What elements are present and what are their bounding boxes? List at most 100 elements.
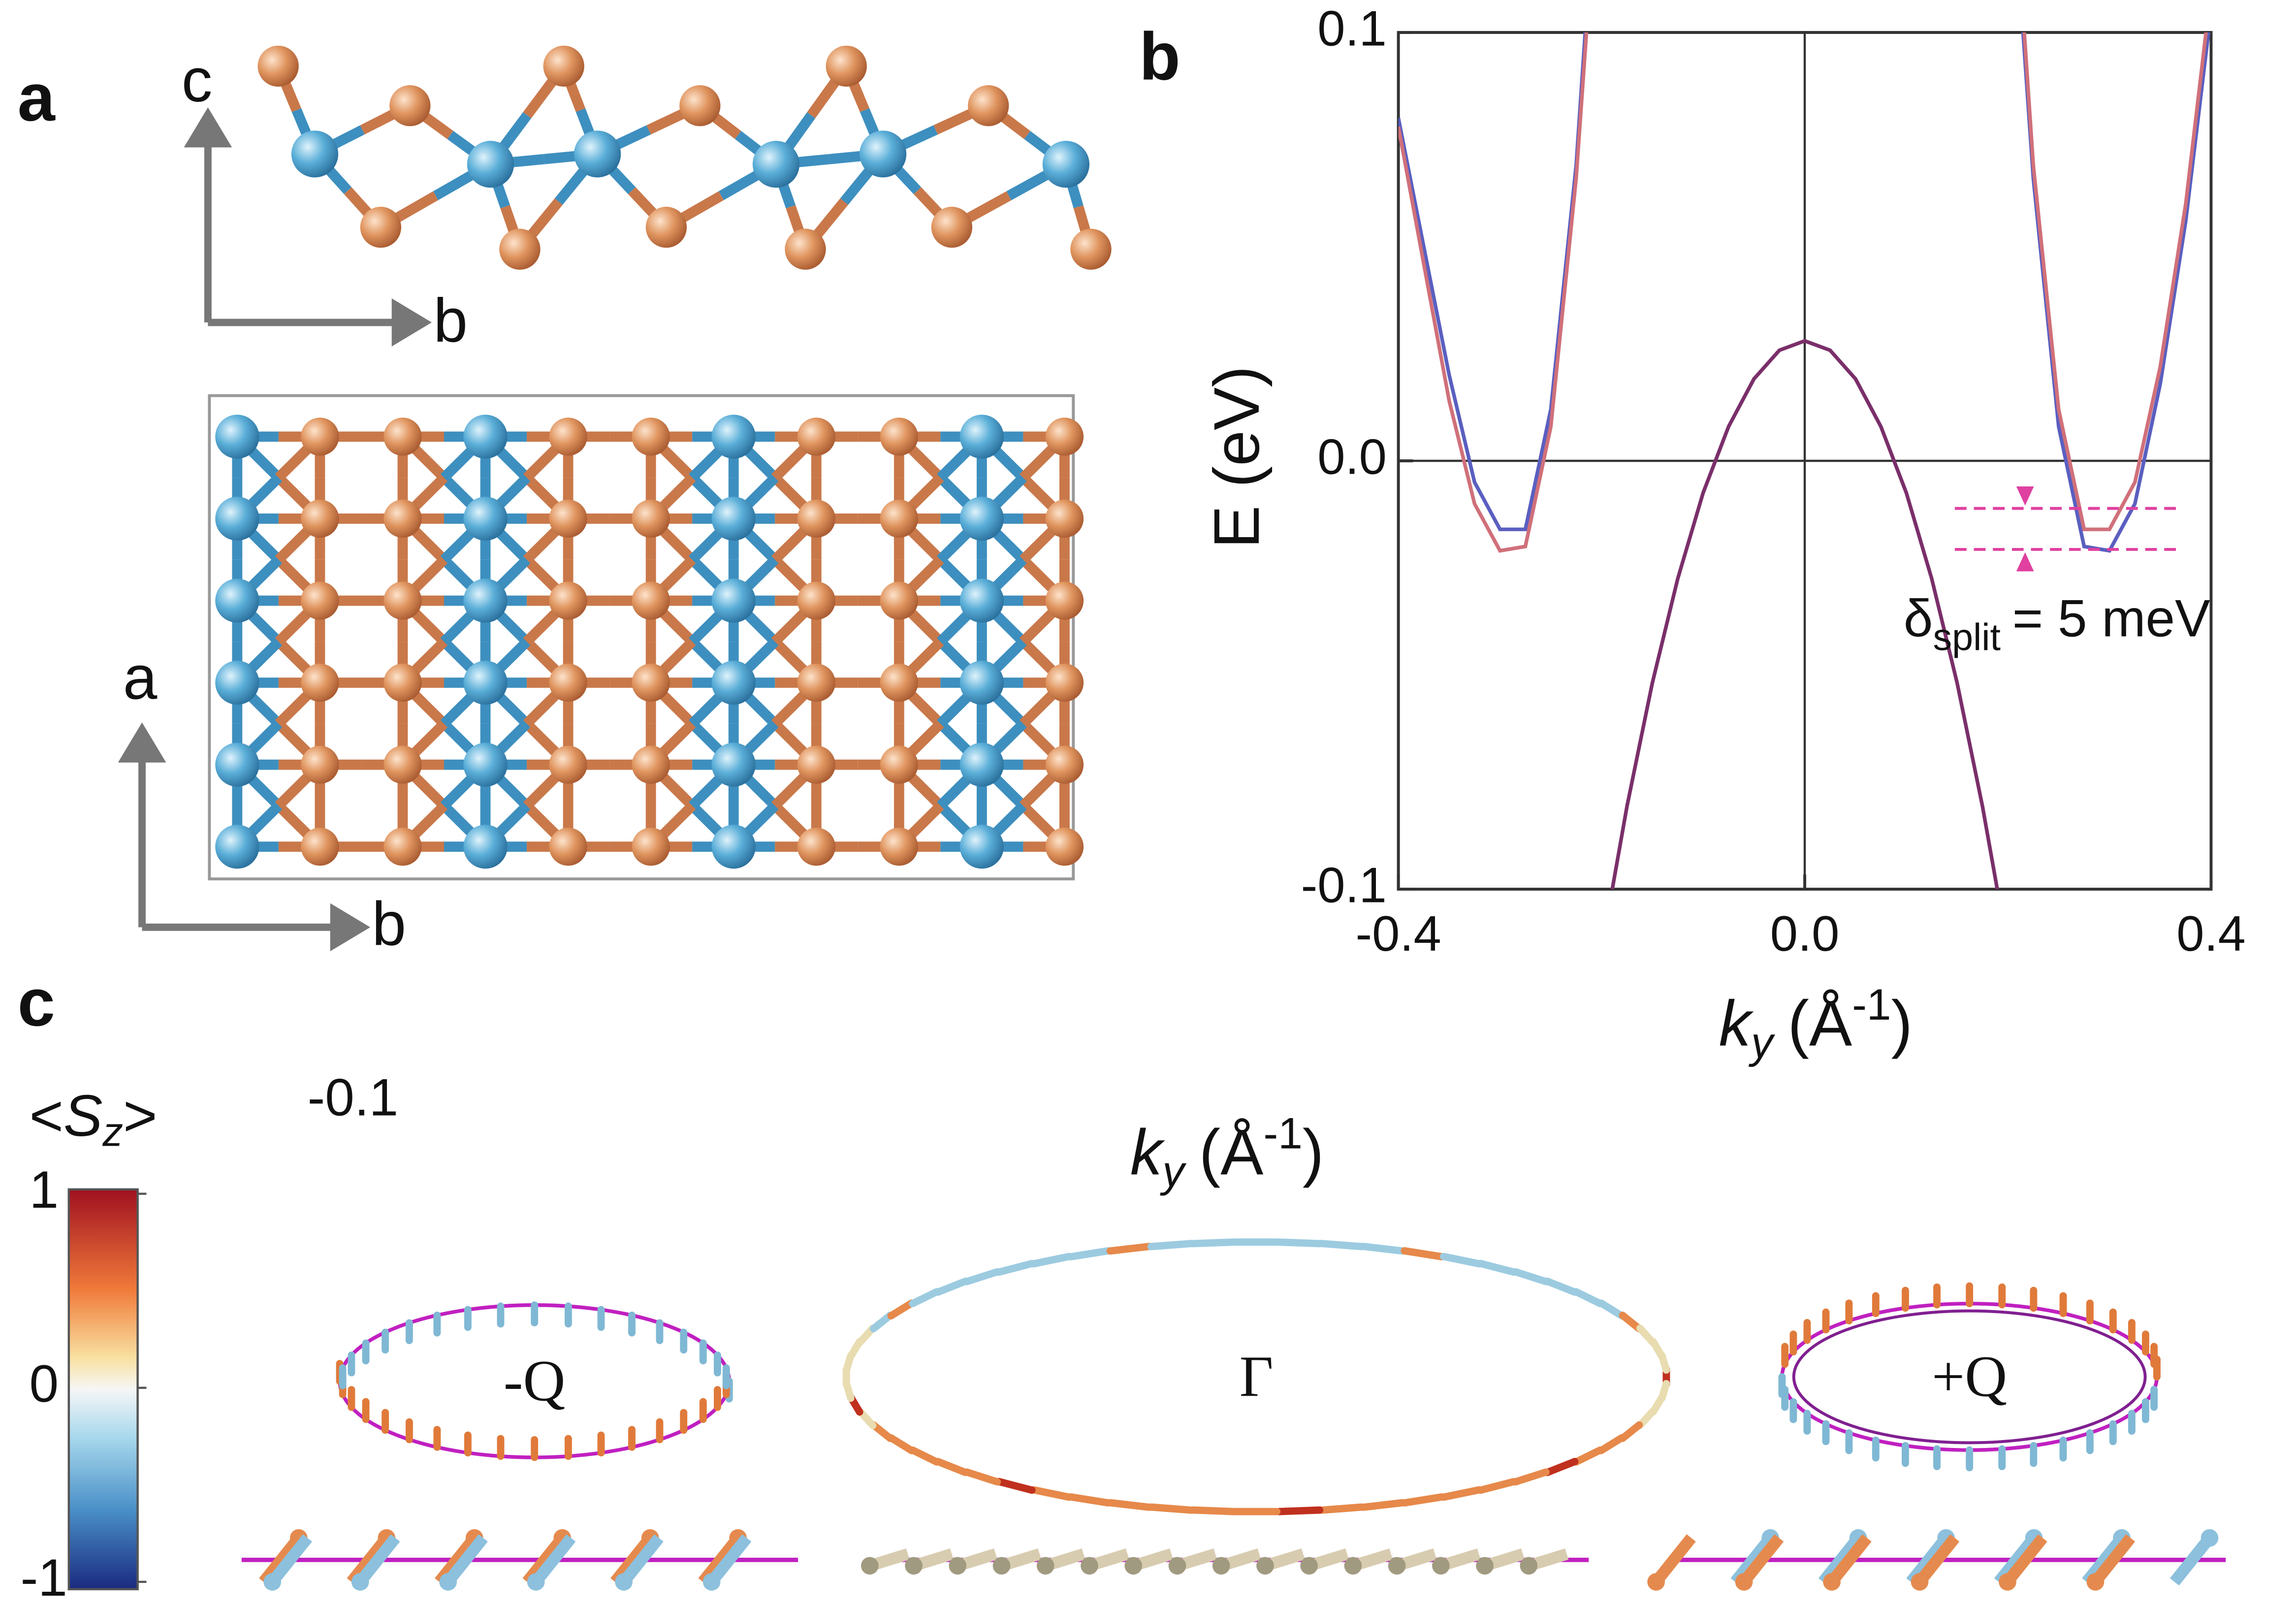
atom [499, 228, 541, 270]
atom [632, 745, 670, 784]
arrow-tip [263, 1573, 282, 1591]
atom [549, 418, 587, 456]
spin-arrow [1401, 1493, 1446, 1507]
bracket: > [123, 1083, 157, 1149]
atom [711, 742, 756, 787]
panel-label: b [1139, 19, 1180, 94]
fermi-contour [1792, 1309, 2147, 1445]
spin-arrow [1477, 1259, 1518, 1276]
arrowhead [391, 298, 432, 347]
text: = 5 meV [2012, 589, 2210, 648]
atom [543, 45, 584, 87]
x-tick-label: 0.0 [1770, 906, 1840, 962]
subscript: z [102, 1109, 123, 1155]
crystal-structure [208, 45, 1112, 881]
spin-arrow [1543, 1458, 1579, 1477]
arrowhead [184, 107, 232, 148]
pocket-label: -Q [504, 1349, 566, 1414]
atom [797, 499, 835, 538]
axis-arrows [118, 107, 432, 952]
spin-arrow [1360, 1243, 1406, 1255]
spin-arrow [1651, 1534, 1696, 1586]
k: k [1130, 1116, 1165, 1188]
spin-arrow [1440, 1486, 1483, 1501]
atom [383, 828, 422, 866]
atom [959, 415, 1004, 459]
atom [301, 663, 339, 702]
atom [880, 499, 919, 538]
panel-label: c [18, 964, 55, 1040]
atom [301, 581, 339, 620]
atom [632, 581, 670, 620]
spin-arrow [1477, 1478, 1518, 1494]
arrow-tip [1647, 1573, 1665, 1591]
arrow-tip [1036, 1557, 1054, 1575]
spin-arrow [1275, 1506, 1324, 1515]
spin-arrow [887, 1434, 916, 1454]
k: k [1719, 987, 1754, 1059]
atom [463, 825, 508, 869]
atom [1045, 581, 1084, 620]
split-arrow [2016, 486, 2034, 506]
spin-arrow [1318, 1240, 1366, 1251]
atom [880, 745, 919, 784]
atom [632, 418, 670, 456]
atom [797, 828, 835, 866]
atom [301, 499, 339, 538]
spin-arrow [934, 1277, 969, 1296]
atom [383, 418, 422, 456]
spin-arrow [1030, 1253, 1073, 1268]
colorbar-tick-label: -1 [21, 1548, 67, 1607]
subscript: y [1159, 1147, 1187, 1196]
atom [880, 828, 919, 866]
spin-arrow [909, 1288, 941, 1308]
atom [645, 206, 687, 248]
band-chart: -0.4 0.0 0.4 -0.1 0.0 0.1 [1301, 1, 2246, 962]
spin-arrow [443, 1534, 488, 1586]
spin-arrow [995, 1478, 1036, 1494]
spin-arrow [1067, 1247, 1112, 1261]
spin-arrow [1619, 1312, 1643, 1333]
atom [931, 206, 973, 248]
atom [797, 581, 835, 620]
atom [959, 742, 1004, 787]
spin-arrow [1067, 1493, 1112, 1507]
atom [632, 828, 670, 866]
arrow-tip [1344, 1557, 1362, 1575]
atom [574, 130, 621, 178]
atom [467, 141, 514, 188]
spin-arrow [1543, 1277, 1579, 1296]
atom [785, 228, 826, 270]
subscript: split [1933, 616, 2001, 659]
atom [797, 418, 835, 456]
spin-arrow [1739, 1534, 1784, 1586]
atom [959, 660, 1004, 705]
spin-arrow [1440, 1253, 1483, 1268]
axis-letter: a [123, 644, 158, 712]
atom [711, 415, 756, 459]
pocket-label: Γ [1240, 1344, 1274, 1409]
split-annotation: δsplit = 5 meV [1904, 589, 2210, 659]
atom [549, 663, 587, 702]
atom [880, 418, 919, 456]
spin-arrow [963, 1268, 1001, 1286]
atom [632, 663, 670, 702]
bracket: < [29, 1083, 63, 1149]
band-line [1398, 32, 1587, 531]
atom [1045, 499, 1084, 538]
spin-arrow [1106, 1499, 1153, 1511]
atom [215, 660, 259, 705]
spin-arrow [909, 1446, 941, 1466]
atom [301, 418, 339, 456]
spin-arrow [995, 1259, 1036, 1276]
paren: ) [1303, 1116, 1324, 1188]
panel-label: a [18, 60, 56, 135]
stray-label: -0.1 [308, 1068, 399, 1127]
atom [463, 579, 508, 623]
y-tick-label: 0.1 [1317, 1, 1387, 57]
spin-arrow [934, 1458, 969, 1477]
atom [1045, 828, 1084, 866]
spin-arrow [869, 1421, 894, 1442]
atom [383, 663, 422, 702]
